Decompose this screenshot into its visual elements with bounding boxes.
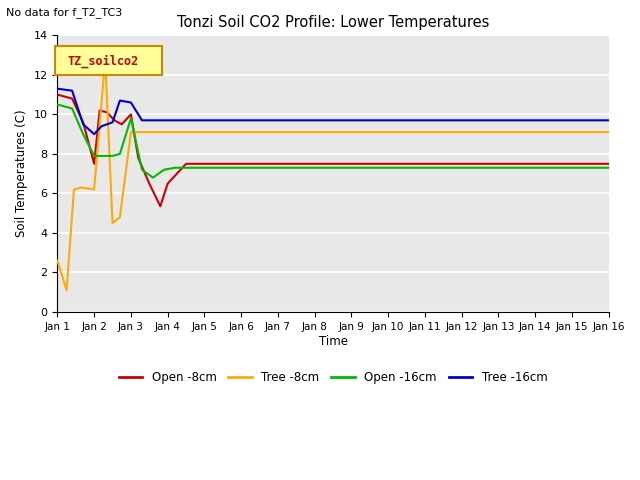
Title: Tonzi Soil CO2 Profile: Lower Temperatures: Tonzi Soil CO2 Profile: Lower Temperatur…	[177, 15, 489, 30]
FancyBboxPatch shape	[54, 47, 162, 75]
Y-axis label: Soil Temperatures (C): Soil Temperatures (C)	[15, 110, 28, 238]
Text: No data for f_T2_TC3: No data for f_T2_TC3	[6, 7, 123, 18]
Text: TZ_soilco2: TZ_soilco2	[67, 54, 139, 68]
X-axis label: Time: Time	[319, 335, 348, 348]
Legend: Open -8cm, Tree -8cm, Open -16cm, Tree -16cm: Open -8cm, Tree -8cm, Open -16cm, Tree -…	[114, 367, 552, 389]
